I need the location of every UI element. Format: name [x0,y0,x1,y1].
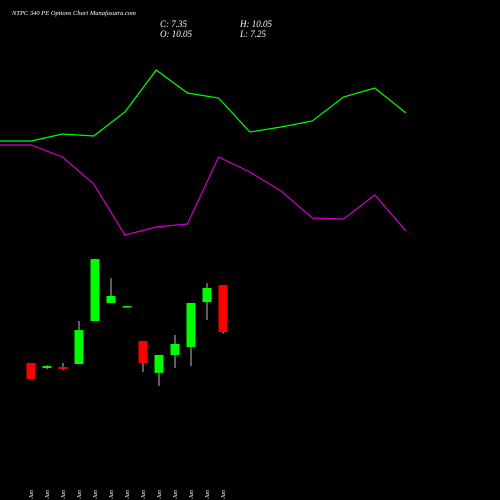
candle-body [218,285,228,333]
x-tick-label: 07 Jan [61,490,67,500]
x-tick-label: 06 Jan [45,490,51,500]
candle-body [74,330,84,365]
x-tick-label: 09 Jan [93,490,99,500]
candle-body [26,362,36,379]
x-tick-label: 12 Jan [109,490,115,500]
x-tick-label: 16 Jan [157,490,163,500]
candle-body [138,341,148,363]
candle-body [154,354,164,373]
x-tick-label: 21 Jan [205,490,211,500]
low-label: L: 7.25 [239,29,267,39]
x-tick-label: 08 Jan [77,490,83,500]
candle-body [90,259,100,322]
open-label: O: 10.05 [160,29,192,39]
candle-body [122,306,132,308]
candle-body [58,366,68,370]
close-label: C: 7.35 [160,19,188,29]
indicator-line [0,69,407,142]
x-tick-label: 19 Jan [173,490,179,500]
indicator-line [0,144,407,236]
candle-body [170,344,180,355]
candle-body [42,366,52,369]
candle-body [106,295,116,303]
x-tick-label: 02 Jan [29,490,35,500]
x-tick-label: 13 Jan [125,490,131,500]
x-tick-label: 22 Jan [221,490,227,500]
candle-body [202,287,212,303]
x-tick-label: 14 Jan [140,490,147,500]
high-label: H: 10.05 [239,19,272,29]
chart-title: NTPC 340 PE Options Chart Munafasutra.co… [11,10,136,17]
x-tick-label: 20 Jan [189,490,195,500]
candle-body [186,302,196,347]
